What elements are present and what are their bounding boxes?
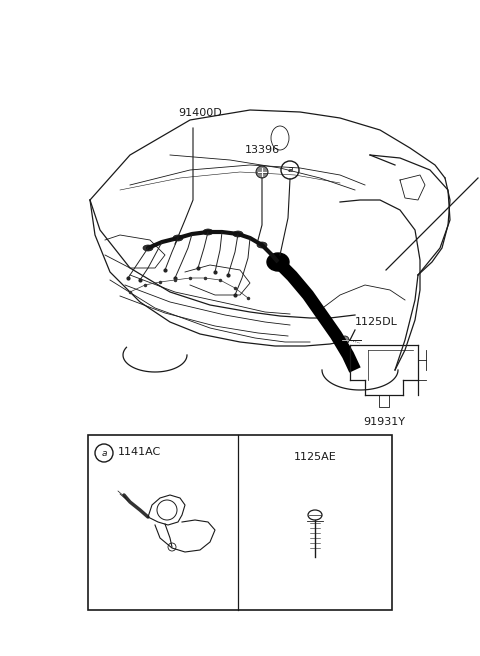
Bar — [88, 435, 392, 610]
Text: a: a — [101, 449, 107, 457]
Text: 91400D: 91400D — [178, 108, 222, 118]
Ellipse shape — [143, 245, 153, 251]
Ellipse shape — [203, 229, 213, 235]
Ellipse shape — [257, 242, 267, 248]
Text: 13396: 13396 — [244, 145, 279, 155]
Text: 1141AC: 1141AC — [118, 447, 161, 457]
Text: 1125AE: 1125AE — [294, 452, 336, 462]
Ellipse shape — [173, 235, 183, 241]
Circle shape — [341, 336, 349, 344]
Ellipse shape — [233, 231, 243, 237]
Text: 1125DL: 1125DL — [355, 317, 398, 327]
Text: 91931Y: 91931Y — [363, 417, 405, 427]
Ellipse shape — [267, 253, 289, 271]
Text: a: a — [287, 165, 293, 174]
Circle shape — [256, 166, 268, 178]
